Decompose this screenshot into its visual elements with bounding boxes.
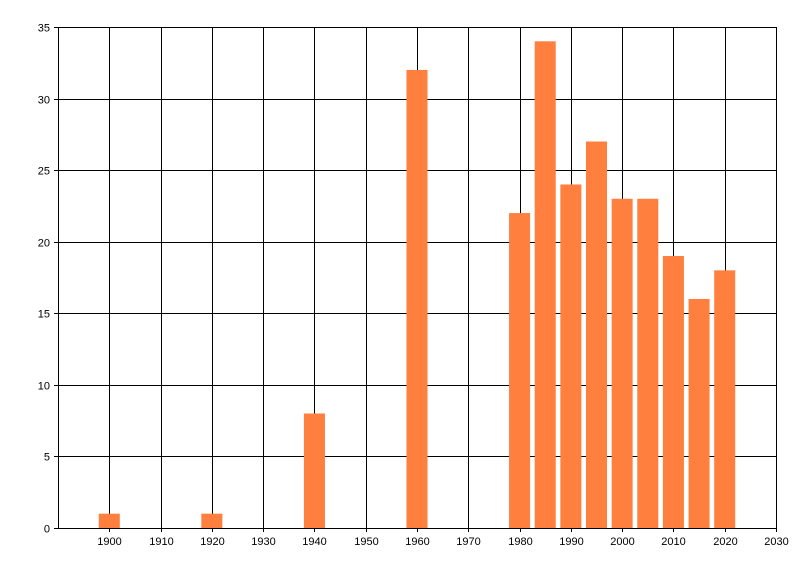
x-tick-label: 1920 <box>200 536 224 548</box>
x-tick-label: 1960 <box>405 536 429 548</box>
y-tick-label: 0 <box>44 524 50 536</box>
bar-2000 <box>611 198 633 528</box>
y-tick-label: 30 <box>38 95 50 107</box>
x-tick-label: 2010 <box>661 536 685 548</box>
bar-1980 <box>509 213 531 529</box>
bar-2010 <box>662 256 684 528</box>
bar-1990 <box>560 184 582 528</box>
y-tick-label: 5 <box>44 452 50 464</box>
bar-1960 <box>406 69 428 528</box>
bar-1995 <box>585 141 608 528</box>
bar-1985 <box>534 41 556 529</box>
y-tick-label: 35 <box>38 23 50 35</box>
x-tick-label: 1970 <box>456 536 480 548</box>
x-tick-label: 1940 <box>302 536 326 548</box>
y-tick-label: 15 <box>38 309 50 321</box>
x-tick-label: 2000 <box>610 536 634 548</box>
y-tick-label: 25 <box>38 166 50 178</box>
bar-1920 <box>201 513 223 528</box>
x-tick-label: 1910 <box>149 536 173 548</box>
tick-labels: 0 5 10 15 20 25 30 35 1900 1910 1920 1930 1940 1950 19… <box>38 23 789 549</box>
bar-2015 <box>688 298 710 528</box>
bar-1940 <box>303 413 325 528</box>
bar-2005 <box>637 198 659 528</box>
y-tick-label: 10 <box>38 381 50 393</box>
axes <box>54 27 777 532</box>
x-tick-label: 1990 <box>559 536 583 548</box>
x-tick-label: 1930 <box>251 536 275 548</box>
y-tick-label: 20 <box>38 238 50 250</box>
bar-1900 <box>98 513 120 528</box>
bar-2020 <box>714 270 736 528</box>
x-tick-label: 2030 <box>764 536 788 548</box>
x-tick-label: 2020 <box>713 536 737 548</box>
x-tick-label: 1950 <box>354 536 378 548</box>
bars <box>98 41 736 529</box>
x-tick-label: 1980 <box>508 536 532 548</box>
x-tick-label: 1900 <box>97 536 121 548</box>
